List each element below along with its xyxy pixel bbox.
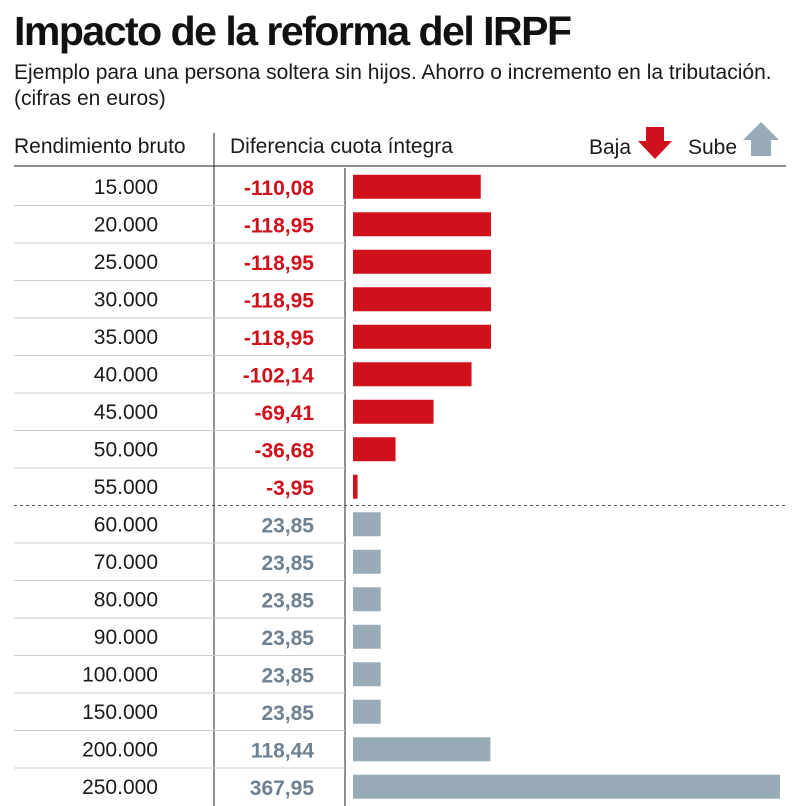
value-label: -118,95 (244, 327, 314, 350)
category-label: 55.000 (94, 476, 158, 499)
value-label: -118,95 (244, 289, 314, 312)
category-label: 80.000 (94, 588, 158, 611)
bar (353, 662, 381, 687)
bar (353, 399, 434, 424)
chart-subtitle: Ejemplo para una persona soltera sin hij… (14, 61, 772, 110)
value-label: 23,85 (261, 514, 314, 537)
value-label: -118,95 (244, 252, 314, 275)
category-label: 15.000 (94, 176, 158, 199)
arrow-down-icon (638, 127, 672, 159)
bar (353, 174, 481, 199)
bar (353, 324, 492, 349)
bar (353, 287, 492, 312)
value-label: 118,44 (251, 739, 314, 762)
bar (353, 474, 358, 499)
category-label: 150.000 (82, 701, 158, 724)
category-label: 100.000 (82, 663, 158, 686)
bar (353, 774, 780, 799)
bar (353, 362, 472, 387)
category-label: 50.000 (94, 438, 158, 461)
legend-label-baja: Baja (589, 136, 632, 159)
category-label: 90.000 (94, 626, 158, 649)
bar (353, 249, 492, 274)
column-header-difference: Diferencia cuota íntegra (230, 135, 453, 158)
value-label: 23,85 (261, 702, 314, 725)
bar (353, 212, 492, 237)
category-label: 60.000 (94, 513, 158, 536)
category-label: 25.000 (94, 251, 158, 274)
value-label: 367,95 (250, 777, 315, 800)
arrow-up-icon (743, 122, 779, 156)
value-label: -69,41 (254, 402, 314, 425)
column-header-income: Rendimiento bruto (14, 135, 186, 158)
legend-label-sube: Sube (688, 136, 738, 159)
bar (353, 587, 381, 612)
category-label: 20.000 (94, 213, 158, 236)
value-label: -3,95 (266, 477, 314, 500)
bar (353, 512, 381, 537)
category-label: 30.000 (94, 288, 158, 311)
value-label: 23,85 (261, 627, 314, 650)
chart-title: Impacto de la reforma del IRPF (14, 8, 572, 54)
category-label: 70.000 (94, 551, 158, 574)
bar (353, 549, 381, 574)
value-label: -102,14 (243, 364, 315, 387)
bar (353, 699, 381, 724)
bar (353, 437, 396, 462)
category-label: 45.000 (94, 401, 158, 424)
category-label: 35.000 (94, 326, 158, 349)
category-label: 40.000 (94, 363, 158, 386)
category-label: 200.000 (82, 738, 158, 761)
category-label: 250.000 (82, 776, 158, 799)
value-label: 23,85 (261, 664, 314, 687)
value-label: -36,68 (254, 439, 314, 462)
value-label: 23,85 (261, 552, 314, 575)
value-label: -110,08 (244, 177, 314, 200)
bar (353, 624, 381, 649)
bar (353, 737, 491, 762)
value-label: 23,85 (261, 589, 314, 612)
value-label: -118,95 (244, 214, 314, 237)
